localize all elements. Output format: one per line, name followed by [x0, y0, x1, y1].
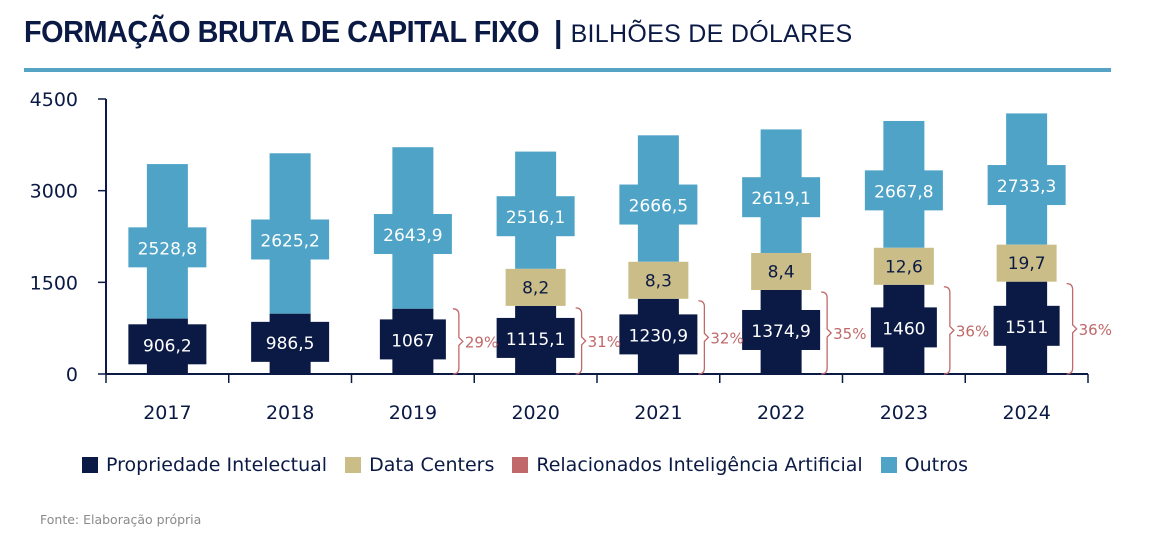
- title-divider: [24, 68, 1111, 72]
- bar-data-centers-2024: [996, 244, 1057, 282]
- label-box-outros-2023: [864, 170, 943, 211]
- label-box-propriedade-2020: [496, 317, 575, 358]
- chart-title: FORMAÇÃO BRUTA DE CAPITAL FIXO | BILHÕES…: [24, 14, 852, 54]
- label-data-centers-2022: 8,4: [768, 262, 795, 282]
- label-ia-2022: 35%: [833, 325, 866, 343]
- label-propriedade-2020: 1115,1: [506, 330, 565, 350]
- y-tick-label: 4500: [30, 89, 78, 111]
- legend-swatch-ia: [512, 457, 529, 473]
- label-data-centers-2023: 12,6: [885, 257, 923, 277]
- legend-label: Data Centers: [369, 454, 495, 476]
- label-propriedade-2021: 1230,9: [629, 326, 688, 346]
- bracket-ia-2020: [575, 307, 587, 375]
- x-tick-label: 2018: [266, 402, 314, 424]
- label-box-propriedade-2019: [379, 319, 446, 360]
- label-box-propriedade-2017: [128, 324, 207, 365]
- legend-swatch-outros: [880, 457, 897, 473]
- label-box-propriedade-2021: [619, 314, 698, 355]
- x-tick-label: 2017: [143, 402, 191, 424]
- legend-label: Propriedade Intelectual: [106, 454, 328, 476]
- legend-label: Relacionados Inteligência Artificial: [536, 454, 863, 476]
- bracket-ia-2021: [698, 300, 710, 375]
- legend-swatch-data-centers: [345, 457, 362, 473]
- label-outros-2019: 2643,9: [383, 226, 442, 246]
- label-outros-2021: 2666,5: [629, 197, 688, 217]
- label-data-centers-2021: 8,3: [645, 271, 672, 291]
- legend: Propriedade Intelectual Data Centers Rel…: [82, 454, 986, 476]
- label-box-outros-2021: [619, 184, 698, 225]
- y-tick-label: 0: [66, 364, 78, 386]
- bracket-ia-2023: [943, 286, 955, 375]
- legend-swatch-propriedade: [82, 457, 98, 473]
- label-propriedade-2024: 1511: [1005, 318, 1048, 338]
- x-tick-label: 2022: [757, 402, 805, 424]
- bracket-ia-2024: [1066, 283, 1078, 375]
- label-propriedade-2017: 906,2: [143, 336, 192, 356]
- bar-data-centers-2020: [505, 268, 566, 306]
- y-tick-label: 1500: [30, 272, 78, 294]
- y-tick-label: 3000: [30, 181, 78, 203]
- label-outros-2022: 2619,1: [751, 189, 810, 209]
- legend-item-ia: Relacionados Inteligência Artificial: [512, 454, 863, 476]
- label-data-centers-2024: 19,7: [1008, 254, 1046, 274]
- label-propriedade-2022: 1374,9: [751, 322, 810, 342]
- label-propriedade-2023: 1460: [882, 319, 925, 339]
- label-outros-2023: 2667,8: [874, 182, 933, 202]
- label-ia-2020: 31%: [588, 333, 621, 351]
- x-tick-label: 2024: [1002, 402, 1050, 424]
- bar-data-centers-2023: [873, 247, 934, 285]
- label-box-outros-2020: [496, 196, 575, 237]
- bars: [128, 113, 1066, 374]
- label-box-propriedade-2024: [993, 305, 1060, 346]
- x-tick-label: 2021: [634, 402, 682, 424]
- legend-item-data-centers: Data Centers: [345, 454, 494, 476]
- label-ia-2021: 32%: [710, 329, 743, 347]
- legend-item-propriedade: Propriedade Intelectual: [82, 454, 327, 476]
- label-outros-2017: 2528,8: [138, 239, 197, 259]
- source-note: Fonte: Elaboração própria: [40, 512, 202, 527]
- label-propriedade-2018: 986,5: [266, 334, 315, 354]
- label-outros-2018: 2625,2: [260, 231, 319, 251]
- label-box-propriedade-2023: [870, 307, 937, 348]
- bar-data-centers-2021: [628, 261, 689, 299]
- label-box-propriedade-2018: [251, 321, 330, 362]
- title-main: FORMAÇÃO BRUTA DE CAPITAL FIXO: [24, 14, 540, 49]
- bar-data-centers-2022: [751, 252, 812, 290]
- label-box-outros-2024: [987, 165, 1066, 206]
- label-outros-2024: 2733,3: [997, 177, 1056, 197]
- label-outros-2020: 2516,1: [506, 208, 565, 228]
- title-separator: |: [553, 14, 563, 49]
- x-tick-label: 2019: [389, 402, 437, 424]
- bracket-ia-2022: [821, 291, 833, 375]
- title-unit: BILHÕES DE DÓLARES: [570, 20, 853, 48]
- label-box-outros-2018: [251, 219, 330, 260]
- label-data-centers-2020: 8,2: [522, 278, 549, 298]
- legend-item-outros: Outros: [880, 454, 969, 476]
- label-box-propriedade-2022: [742, 309, 821, 350]
- label-box-outros-2022: [742, 177, 821, 218]
- label-ia-2019: 29%: [465, 333, 498, 351]
- x-tick-label: 2020: [511, 402, 559, 424]
- label-box-outros-2019: [373, 214, 452, 255]
- label-box-outros-2017: [128, 227, 207, 268]
- label-propriedade-2019: 1067: [391, 331, 434, 351]
- x-tick-label: 2023: [880, 402, 928, 424]
- label-ia-2024: 36%: [1079, 321, 1112, 339]
- legend-label: Outros: [904, 454, 969, 476]
- data-labels: 906,2 2528,8 986,5 2625,2 1067 2643,9 29% 8,2 11…: [138, 177, 1112, 375]
- axes: 0 1500 3000 4500 2017 2018 2019 2020 2021 2022 202…: [30, 89, 1089, 424]
- bracket-ia-2019: [452, 308, 464, 375]
- label-ia-2023: 36%: [956, 322, 989, 340]
